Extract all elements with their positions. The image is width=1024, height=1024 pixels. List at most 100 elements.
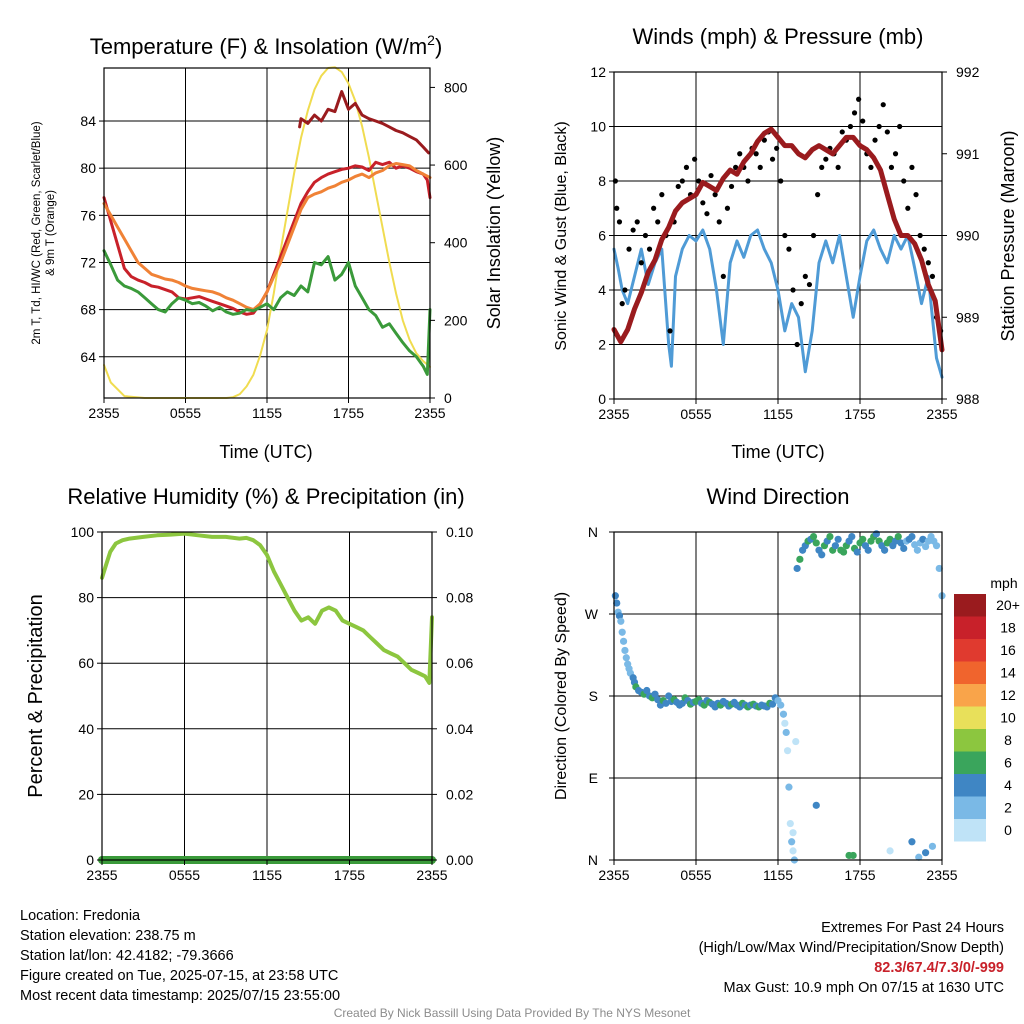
colorbar-label: 6 — [1004, 755, 1012, 771]
winds-y2tick-label: 991 — [956, 146, 980, 162]
gust-point — [880, 102, 886, 108]
direction-point — [617, 617, 625, 625]
gust-point — [646, 246, 653, 252]
humidity-ytick-label: 60 — [78, 655, 94, 671]
temperature-ytick-label: 80 — [80, 160, 96, 176]
direction-point — [779, 710, 788, 718]
direction-point — [678, 699, 686, 707]
direction-point — [915, 853, 923, 861]
gust-point — [917, 232, 923, 239]
winds-xtick-label: 1755 — [844, 406, 875, 422]
station-pressure-line — [611, 126, 945, 353]
winds-y2label: Station Pressure (Maroon) — [998, 130, 1018, 341]
direction-point — [853, 548, 861, 556]
humidity-xtick-label: 1155 — [252, 867, 282, 883]
gust-point — [876, 123, 882, 130]
sonic-wind-line — [612, 228, 944, 379]
gust-point — [675, 183, 681, 190]
direction-point — [812, 539, 820, 547]
direction-point — [922, 849, 930, 857]
winds-ytick-label: 8 — [598, 173, 606, 189]
direction-xtick-label: 2355 — [926, 867, 957, 883]
colorbar-label: 16 — [1000, 642, 1016, 658]
winds-y2tick-label: 988 — [956, 391, 980, 407]
gust-point — [819, 164, 825, 170]
gust-point — [897, 123, 903, 130]
gust-point — [782, 232, 788, 239]
temperature-xlabel: Time (UTC) — [219, 442, 312, 462]
colorbar-swatch — [954, 751, 986, 774]
direction-point — [932, 542, 941, 550]
humidity-y2tick-label: 0.08 — [446, 590, 473, 606]
direction-point — [859, 535, 867, 543]
temperature-series — [102, 66, 432, 399]
winds-ytick-label: 10 — [590, 119, 606, 135]
direction-point — [615, 612, 624, 620]
td-line — [102, 249, 432, 376]
temperature-title: Temperature (F) & Insolation (W/m2) — [90, 32, 443, 59]
direction-point — [894, 532, 902, 541]
direction-ytick-label: N — [588, 524, 598, 540]
latlon-text: Station lat/lon: 42.4182; -79.3666 — [20, 948, 234, 964]
station-info: Location: Fredonia Station elevation: 23… — [20, 906, 340, 1006]
direction-point — [622, 654, 630, 662]
extremes-info: Extremes For Past 24 Hours (High/Low/Max… — [699, 918, 1004, 998]
direction-point — [928, 842, 937, 850]
gust-point — [659, 192, 665, 198]
direction-point — [777, 701, 785, 709]
temperature-ylabel-line-1: 2m T, Td, HI/WC (Red, Green, Scarlet/Blu… — [31, 121, 43, 344]
gust-point — [700, 200, 706, 206]
gust-point — [774, 145, 780, 151]
direction-point — [619, 637, 628, 645]
humidity-ytick-label: 40 — [78, 721, 94, 737]
colorbar-swatch — [954, 819, 986, 842]
direction-point — [848, 532, 856, 541]
temperature-y2tick-label: 200 — [444, 312, 468, 328]
gust-point — [778, 178, 784, 184]
gust-point — [815, 192, 821, 198]
colorbar-swatch — [954, 774, 986, 797]
direction-series — [611, 530, 946, 864]
direction-point — [897, 539, 905, 547]
temperature-ytick-label: 76 — [80, 207, 96, 223]
direction-point — [662, 699, 670, 707]
direction-point — [792, 737, 800, 746]
location-text: Location: Fredonia — [20, 908, 141, 924]
humidity-ytick-label: 20 — [78, 786, 94, 802]
colorbar-swatch — [954, 706, 986, 729]
direction-point — [886, 535, 894, 543]
gust-point — [630, 227, 636, 233]
gust-point — [712, 192, 718, 198]
gust-point — [794, 341, 800, 348]
humidity-xtick-label: 1755 — [334, 867, 365, 883]
temperature-ylabel-line-2: & 9m T (Orange) — [45, 190, 57, 276]
direction-ytick-label: N — [588, 852, 598, 868]
hi-wc-line — [298, 90, 431, 155]
gust-point — [884, 129, 890, 135]
gust-point — [683, 164, 690, 170]
direction-point — [834, 535, 842, 543]
temperature-ytick-label: 68 — [80, 302, 96, 318]
winds-ytick-label: 12 — [590, 64, 606, 80]
gust-point — [913, 192, 919, 198]
gust-point — [901, 178, 907, 184]
winds-y2tick-label: 992 — [956, 64, 980, 80]
direction-point — [613, 599, 621, 607]
direction-point — [665, 692, 673, 700]
gust-point — [638, 260, 644, 266]
humidity-ylabel: Percent & Precipitation — [25, 594, 47, 797]
gust-point — [728, 183, 735, 190]
gust-point — [745, 178, 751, 184]
gust-point — [839, 129, 845, 135]
colorbar-swatch — [954, 729, 986, 752]
gust-point — [634, 219, 640, 225]
direction-point — [840, 548, 848, 556]
direction-point — [651, 690, 659, 698]
humidity-ytick-label: 80 — [78, 590, 94, 606]
direction-point — [782, 728, 790, 737]
colorbar-swatch — [954, 639, 986, 662]
direction-xtick-label: 2355 — [598, 867, 629, 883]
direction-title: Wind Direction — [706, 484, 849, 509]
colorbar-label: 12 — [1000, 687, 1016, 703]
